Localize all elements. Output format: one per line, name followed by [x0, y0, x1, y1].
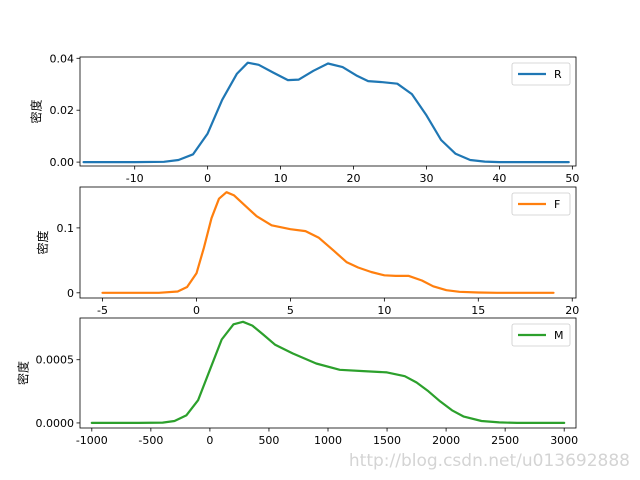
legend: R [511, 62, 571, 86]
x-tick-label: 2500 [491, 434, 519, 447]
x-tick-label: 20 [565, 304, 579, 317]
y-tick-label: 0.02 [50, 104, 75, 117]
y-axis-label: 密度 [35, 230, 50, 254]
subplot-1: -10 0 10 20 30 40 50 0.00 0.02 0.04 密度 R [28, 52, 579, 185]
x-tick-label: 2000 [432, 434, 460, 447]
y-tick-label: 0 [67, 287, 74, 300]
x-tick-label: 40 [492, 172, 506, 185]
y-tick-label: 0.04 [50, 52, 75, 65]
watermark: http://blog.csdn.net/u013692888 [349, 451, 630, 471]
legend: F [511, 192, 571, 216]
subplot-2: -5 0 5 10 15 20 0 0.1 密度 F [35, 186, 579, 317]
x-tick-label: -10 [126, 172, 144, 185]
x-tick-label: 0 [193, 304, 200, 317]
subplot-3: -1000 -500 0 500 1000 1500 2000 2500 3000 0.0000 0… [16, 317, 578, 447]
axes-frame [79, 56, 577, 167]
x-tick-label: -1000 [76, 434, 108, 447]
y-axis-label: 密度 [16, 361, 31, 385]
x-tick-label: 20 [347, 172, 361, 185]
legend-label: R [554, 68, 562, 81]
y-tick-label: 0.0000 [36, 417, 75, 430]
x-tick-label: 10 [377, 304, 391, 317]
x-tick-label: 30 [419, 172, 433, 185]
x-tick-label: 50 [565, 172, 579, 185]
x-tick-label: 1500 [373, 434, 401, 447]
legend-label: F [554, 198, 560, 211]
x-tick-label: 0 [206, 434, 213, 447]
y-tick-label: 0.0005 [36, 354, 75, 367]
axes-frame [79, 186, 577, 299]
x-tick-label: -5 [97, 304, 108, 317]
legend: M [511, 323, 571, 347]
x-tick-label: 10 [274, 172, 288, 185]
x-tick-label: 5 [287, 304, 294, 317]
x-tick-label: 15 [471, 304, 485, 317]
x-tick-label: 0 [204, 172, 211, 185]
series-line-M [90, 320, 566, 424]
series-line-R [82, 61, 570, 164]
y-axis-label: 密度 [28, 99, 43, 123]
x-tick-label: 1000 [314, 434, 342, 447]
x-tick-label: -500 [138, 434, 163, 447]
y-tick-label: 0.00 [50, 156, 75, 169]
axes-frame [79, 317, 577, 429]
legend-label: M [554, 329, 564, 342]
x-tick-label: 500 [258, 434, 279, 447]
y-tick-label: 0.1 [57, 222, 75, 235]
x-tick-label: 3000 [550, 434, 578, 447]
series-line-F [101, 191, 555, 294]
